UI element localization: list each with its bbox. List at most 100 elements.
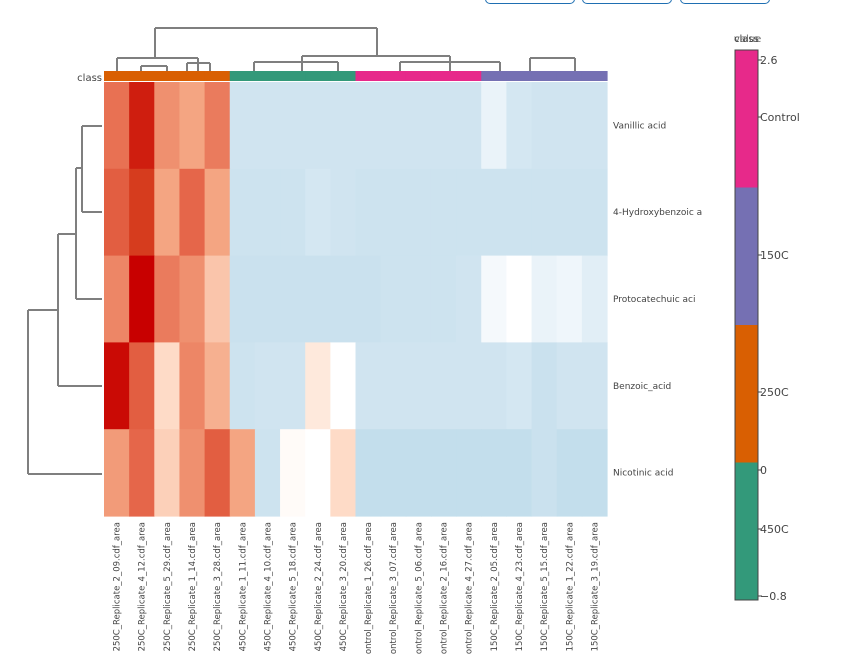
heatmap-cell xyxy=(430,168,457,257)
class-bar-segment xyxy=(330,71,357,81)
class-bar-segment xyxy=(305,71,331,81)
row-annotation-label: class xyxy=(77,73,102,84)
class-bar-segment xyxy=(430,71,457,81)
heatmap-cell xyxy=(531,82,558,170)
heatmap-cell xyxy=(481,429,507,517)
heatmap-cell xyxy=(229,342,256,430)
colorbar-title: class xyxy=(734,34,759,45)
heatmap-cell xyxy=(456,168,482,257)
heatmap-cell xyxy=(254,82,281,170)
class-bar-segment xyxy=(129,71,155,81)
heatmap-cell xyxy=(531,342,558,430)
heatmap-cell xyxy=(104,82,130,170)
heatmap-cell xyxy=(280,255,306,343)
colorbar-title-overlap: value xyxy=(734,34,761,45)
heatmap-cell xyxy=(204,168,231,257)
heatmap-cell xyxy=(254,168,281,257)
colorbar-tick-label: 450C xyxy=(760,523,789,536)
class-annotation-bar xyxy=(104,71,608,81)
heatmap-cell xyxy=(179,168,206,257)
heatmap-cell xyxy=(581,342,608,430)
heatmap-cell xyxy=(380,429,407,517)
heatmap-cell xyxy=(380,168,407,257)
heatmap-cell xyxy=(581,255,608,343)
heatmap-cell xyxy=(430,255,457,343)
heatmap-cell xyxy=(481,168,507,257)
heatmap-cell xyxy=(355,168,382,257)
heatmap-cell xyxy=(430,342,457,430)
heatmap-cell xyxy=(330,255,357,343)
heatmap-cell xyxy=(254,342,281,430)
heatmap-cell xyxy=(506,429,533,517)
heatmap-cell xyxy=(129,82,155,170)
column-label: 150C_Replicate_4_23.cdf_area xyxy=(515,522,525,651)
heatmap-cell xyxy=(154,429,181,517)
column-label: 250C_Replicate_4_12.cdf_area xyxy=(138,522,148,651)
class-bar-segment xyxy=(506,71,533,81)
heatmap-cell xyxy=(581,168,608,257)
heatmap-cell xyxy=(405,342,432,430)
column-label: 450C_Replicate_5_18.cdf_area xyxy=(289,522,299,651)
heatmap-cell xyxy=(456,82,482,170)
heatmap-cell xyxy=(305,82,331,170)
class-bar-segment xyxy=(280,71,306,81)
column-label: 150C_Replicate_1_22.cdf_area xyxy=(565,522,575,651)
row-labels: Vanillic acid 4-Hydroxybenzoic a Protocate… xyxy=(613,121,702,478)
heatmap-cell xyxy=(229,429,256,517)
column-label: 450C_Replicate_2_24.cdf_area xyxy=(314,522,324,651)
class-bar-segment xyxy=(581,71,608,81)
heatmap-cell xyxy=(280,429,306,517)
column-label: ontrol_Replicate_5_06.cdf_area xyxy=(414,522,424,654)
heatmap-cell xyxy=(129,255,155,343)
heatmap-cell xyxy=(280,168,306,257)
class-bar-segment xyxy=(104,71,130,81)
heatmap-cell xyxy=(405,168,432,257)
class-bar-segment xyxy=(380,71,407,81)
heatmap-cell xyxy=(280,342,306,430)
heatmap-cell xyxy=(330,429,357,517)
heatmap-cell xyxy=(129,168,155,257)
colorbar-tick-label: 0 xyxy=(760,464,767,477)
column-label: ontrol_Replicate_4_27.cdf_area xyxy=(465,522,475,654)
heatmap-cell xyxy=(154,255,181,343)
heatmap-cell xyxy=(204,342,231,430)
column-label: ontrol_Replicate_2_16.cdf_area xyxy=(440,522,450,654)
heatmap-cell xyxy=(330,168,357,257)
column-label: 150C_Replicate_2_05.cdf_area xyxy=(490,522,500,651)
heatmap-cell xyxy=(556,429,583,517)
heatmap-cell xyxy=(254,255,281,343)
heatmap-cell xyxy=(531,255,558,343)
heatmap-cell xyxy=(556,168,583,257)
heatmap-cell xyxy=(531,168,558,257)
heatmap-cell xyxy=(179,255,206,343)
heatmap-cell xyxy=(456,429,482,517)
column-label: 150C_Replicate_5_15.cdf_area xyxy=(540,522,550,651)
heatmap-cell xyxy=(179,342,206,430)
heatmap-cell xyxy=(506,82,533,170)
heatmap-cell xyxy=(556,342,583,430)
heatmap-cell xyxy=(179,82,206,170)
class-bar-segment xyxy=(154,71,181,81)
class-bar-segment xyxy=(355,71,382,81)
colorbar-segment xyxy=(735,187,758,325)
column-label: 250C_Replicate_1_14.cdf_area xyxy=(188,522,198,651)
heatmap-cell xyxy=(204,429,231,517)
heatmap-cell xyxy=(305,342,331,430)
class-bar-segment xyxy=(204,71,231,81)
colorbar-segment xyxy=(735,325,758,463)
class-bar-segment xyxy=(254,71,281,81)
heatmap-cell xyxy=(531,429,558,517)
column-label: 150C_Replicate_3_19.cdf_area xyxy=(590,522,600,651)
row-label: Vanillic acid xyxy=(613,121,666,131)
heatmap-cell xyxy=(506,255,533,343)
heatmap-cell xyxy=(229,255,256,343)
row-label: Benzoic_acid xyxy=(613,382,671,392)
heatmap-cell xyxy=(430,82,457,170)
heatmap-cell xyxy=(204,82,231,170)
heatmap-cell xyxy=(405,82,432,170)
heatmap-cell xyxy=(556,82,583,170)
row-label: 4-Hydroxybenzoic a xyxy=(613,208,702,218)
heatmap-cells xyxy=(104,82,608,517)
